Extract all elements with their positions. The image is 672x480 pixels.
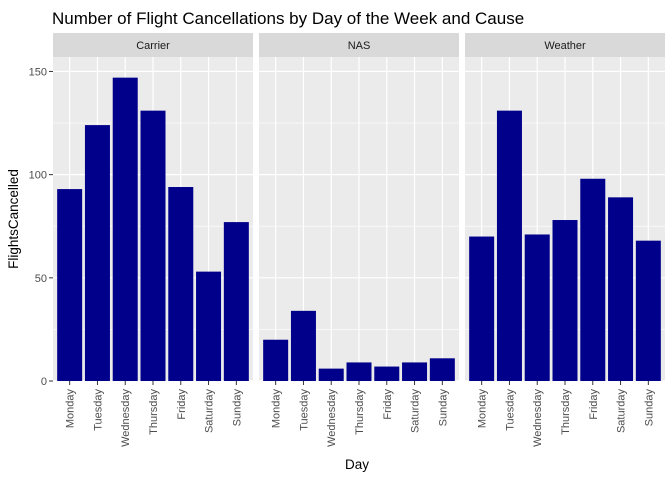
bar-carrier-thursday	[140, 110, 166, 381]
bar-weather-monday	[469, 236, 495, 381]
bar-nas-wednesday	[318, 368, 344, 381]
x-tick-label: Sunday	[437, 389, 449, 427]
x-tick-label: Friday	[382, 389, 394, 420]
facet-label: Weather	[544, 40, 586, 52]
y-axis-title: FlightsCancelled	[6, 169, 21, 269]
chart-title: Number of Flight Cancellations by Day of…	[52, 9, 524, 28]
facet-strip	[259, 33, 459, 57]
bar-nas-thursday	[346, 362, 372, 381]
x-tick-label: Tuesday	[92, 389, 104, 431]
x-tick-label: Wednesday	[120, 389, 132, 447]
bar-weather-saturday	[608, 197, 634, 381]
bar-carrier-wednesday	[112, 77, 138, 382]
x-tick-label: Sunday	[231, 389, 243, 427]
x-tick-label: Thursday	[560, 389, 572, 435]
bar-carrier-saturday	[196, 271, 222, 381]
bar-nas-sunday	[429, 358, 455, 381]
plot-area: 0 50 100 150 Carrier Monday Tuesday Wednesday Th…	[29, 33, 665, 447]
x-tick-label: Saturday	[410, 389, 422, 434]
bar-carrier-friday	[168, 187, 194, 381]
facet-label: Carrier	[136, 40, 170, 52]
bar-weather-wednesday	[524, 234, 550, 381]
x-tick-label: Saturday	[616, 389, 628, 434]
bar-carrier-monday	[57, 189, 83, 381]
x-tick-label: Tuesday	[298, 389, 310, 431]
x-tick-label: Thursday	[354, 389, 366, 435]
x-tick-label: Monday	[271, 389, 283, 429]
x-tick-label: Friday	[176, 389, 188, 420]
y-tick-label: 100	[29, 170, 47, 182]
bar-nas-friday	[374, 366, 400, 381]
facet-strip	[465, 33, 665, 57]
bar-carrier-sunday	[223, 222, 249, 381]
y-tick-label: 50	[35, 273, 47, 285]
x-tick-label: Wednesday	[532, 389, 544, 447]
x-tick-label: Monday	[65, 389, 77, 429]
x-tick-label: Tuesday	[504, 389, 516, 431]
bar-nas-saturday	[402, 362, 428, 381]
bar-weather-sunday	[635, 240, 661, 381]
facet-strip	[53, 33, 253, 57]
bar-weather-thursday	[552, 220, 578, 381]
x-tick-label: Sunday	[643, 389, 655, 427]
bar-carrier-tuesday	[84, 125, 110, 381]
x-tick-label: Thursday	[148, 389, 160, 435]
x-tick-label: Friday	[588, 389, 600, 420]
x-axis-title: Day	[345, 457, 369, 472]
y-tick-label: 150	[29, 66, 47, 78]
bar-nas-tuesday	[290, 310, 316, 381]
y-tick-label: 0	[41, 376, 47, 388]
facet-label: NAS	[348, 40, 371, 52]
x-tick-label: Saturday	[204, 389, 216, 434]
bar-nas-monday	[263, 339, 289, 381]
bar-weather-friday	[580, 178, 606, 381]
x-tick-label: Monday	[477, 389, 489, 429]
x-tick-label: Wednesday	[326, 389, 338, 447]
bar-weather-tuesday	[496, 110, 522, 381]
